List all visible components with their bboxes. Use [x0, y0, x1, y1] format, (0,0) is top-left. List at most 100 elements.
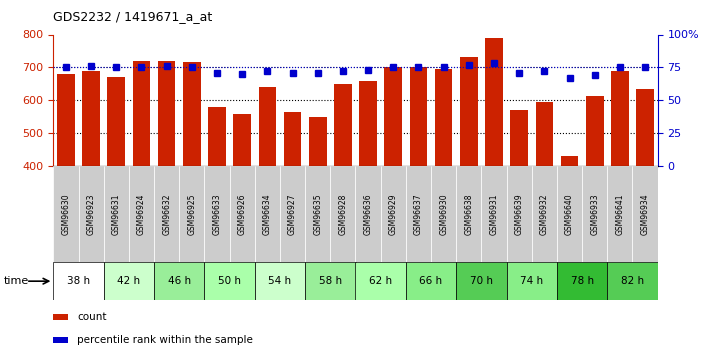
Text: GSM96637: GSM96637	[414, 193, 423, 235]
Text: 58 h: 58 h	[319, 276, 342, 286]
Bar	[53, 262, 104, 300]
Bar	[255, 262, 305, 300]
Bar	[506, 166, 532, 262]
Bar	[380, 166, 406, 262]
Text: percentile rank within the sample: percentile rank within the sample	[77, 335, 253, 345]
Bar	[561, 156, 578, 166]
Bar	[406, 166, 431, 262]
Bar	[78, 166, 104, 262]
Bar	[82, 71, 100, 166]
Bar	[205, 262, 255, 300]
Text: GDS2232 / 1419671_a_at: GDS2232 / 1419671_a_at	[53, 10, 213, 23]
Text: GSM96934: GSM96934	[641, 193, 650, 235]
Text: GSM96633: GSM96633	[213, 193, 222, 235]
Bar	[460, 57, 478, 166]
Text: GSM96640: GSM96640	[565, 193, 574, 235]
Text: GSM96924: GSM96924	[137, 193, 146, 235]
Bar	[57, 74, 75, 166]
Text: GSM96641: GSM96641	[616, 193, 624, 235]
Bar	[435, 69, 452, 166]
Bar	[53, 337, 68, 343]
Text: 70 h: 70 h	[470, 276, 493, 286]
Text: time: time	[4, 276, 29, 286]
Bar	[356, 166, 380, 262]
Bar	[611, 71, 629, 166]
Bar	[607, 262, 658, 300]
Text: GSM96932: GSM96932	[540, 193, 549, 235]
Bar	[456, 262, 506, 300]
Text: 78 h: 78 h	[570, 276, 594, 286]
Text: GSM96933: GSM96933	[590, 193, 599, 235]
Text: GSM96925: GSM96925	[187, 193, 196, 235]
Text: GSM96630: GSM96630	[61, 193, 70, 235]
Text: GSM96631: GSM96631	[112, 193, 121, 235]
Bar	[557, 166, 582, 262]
Bar	[456, 166, 481, 262]
Bar	[431, 166, 456, 262]
Text: GSM96926: GSM96926	[237, 193, 247, 235]
Text: GSM96635: GSM96635	[314, 193, 322, 235]
Bar	[359, 81, 377, 166]
Bar	[133, 61, 150, 166]
Bar	[309, 117, 326, 166]
Bar	[331, 166, 356, 262]
Text: GSM96928: GSM96928	[338, 193, 348, 235]
Bar	[183, 62, 201, 166]
Bar	[255, 166, 280, 262]
Bar	[385, 67, 402, 166]
Bar	[506, 262, 557, 300]
Bar	[53, 166, 78, 262]
Text: GSM96923: GSM96923	[87, 193, 95, 235]
Text: 62 h: 62 h	[369, 276, 392, 286]
Bar	[334, 84, 352, 166]
Bar	[154, 262, 205, 300]
Bar	[485, 38, 503, 166]
Text: count: count	[77, 312, 107, 322]
Text: 50 h: 50 h	[218, 276, 241, 286]
Bar	[535, 102, 553, 166]
Text: 82 h: 82 h	[621, 276, 644, 286]
Bar	[280, 166, 305, 262]
Text: GSM96929: GSM96929	[389, 193, 397, 235]
Text: GSM96636: GSM96636	[363, 193, 373, 235]
Bar	[104, 262, 154, 300]
Bar	[607, 166, 633, 262]
Bar	[356, 262, 406, 300]
Bar	[179, 166, 205, 262]
Text: GSM96930: GSM96930	[439, 193, 448, 235]
Bar	[53, 314, 68, 320]
Text: GSM96639: GSM96639	[515, 193, 524, 235]
Text: 54 h: 54 h	[268, 276, 292, 286]
Text: 74 h: 74 h	[520, 276, 543, 286]
Bar	[582, 166, 607, 262]
Bar	[104, 166, 129, 262]
Bar	[510, 110, 528, 166]
Text: GSM96927: GSM96927	[288, 193, 297, 235]
Bar	[557, 262, 607, 300]
Text: GSM96638: GSM96638	[464, 193, 474, 235]
Bar	[305, 166, 331, 262]
Text: 66 h: 66 h	[419, 276, 443, 286]
Text: GSM96632: GSM96632	[162, 193, 171, 235]
Bar	[129, 166, 154, 262]
Bar	[481, 166, 506, 262]
Bar	[107, 77, 125, 166]
Bar	[230, 166, 255, 262]
Bar	[284, 111, 301, 166]
Text: 42 h: 42 h	[117, 276, 141, 286]
Text: GSM96931: GSM96931	[489, 193, 498, 235]
Bar	[259, 87, 276, 166]
Bar	[532, 166, 557, 262]
Bar	[636, 89, 654, 166]
Bar	[205, 166, 230, 262]
Bar	[633, 166, 658, 262]
Text: 46 h: 46 h	[168, 276, 191, 286]
Bar	[410, 67, 427, 166]
Bar	[586, 96, 604, 166]
Bar	[158, 61, 176, 166]
Bar	[154, 166, 179, 262]
Text: GSM96634: GSM96634	[263, 193, 272, 235]
Text: 38 h: 38 h	[67, 276, 90, 286]
Bar	[305, 262, 356, 300]
Bar	[233, 114, 251, 166]
